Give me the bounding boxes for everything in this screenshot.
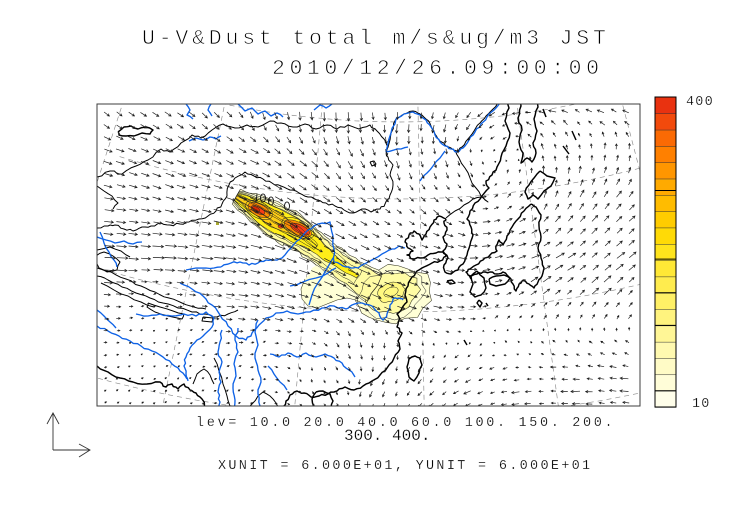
svg-text:400: 400 — [686, 95, 714, 110]
svg-text:U-V&Dust total m/s&ug/m3 JST: U-V&Dust total m/s&ug/m3 JST — [142, 27, 610, 51]
svg-text:XUNIT = 6.000E+01, YUNIT = 6.0: XUNIT = 6.000E+01, YUNIT = 6.000E+01 — [218, 459, 592, 474]
svg-text:2010/12/26.09:00:00: 2010/12/26.09:00:00 — [272, 57, 604, 81]
svg-text:10: 10 — [692, 397, 711, 412]
svg-text:lev= 10.0 20.0 40.0 60.0 100.: lev= 10.0 20.0 40.0 60.0 100. 150. 200. — [196, 416, 615, 431]
svg-text:300. 400.: 300. 400. — [344, 427, 430, 445]
